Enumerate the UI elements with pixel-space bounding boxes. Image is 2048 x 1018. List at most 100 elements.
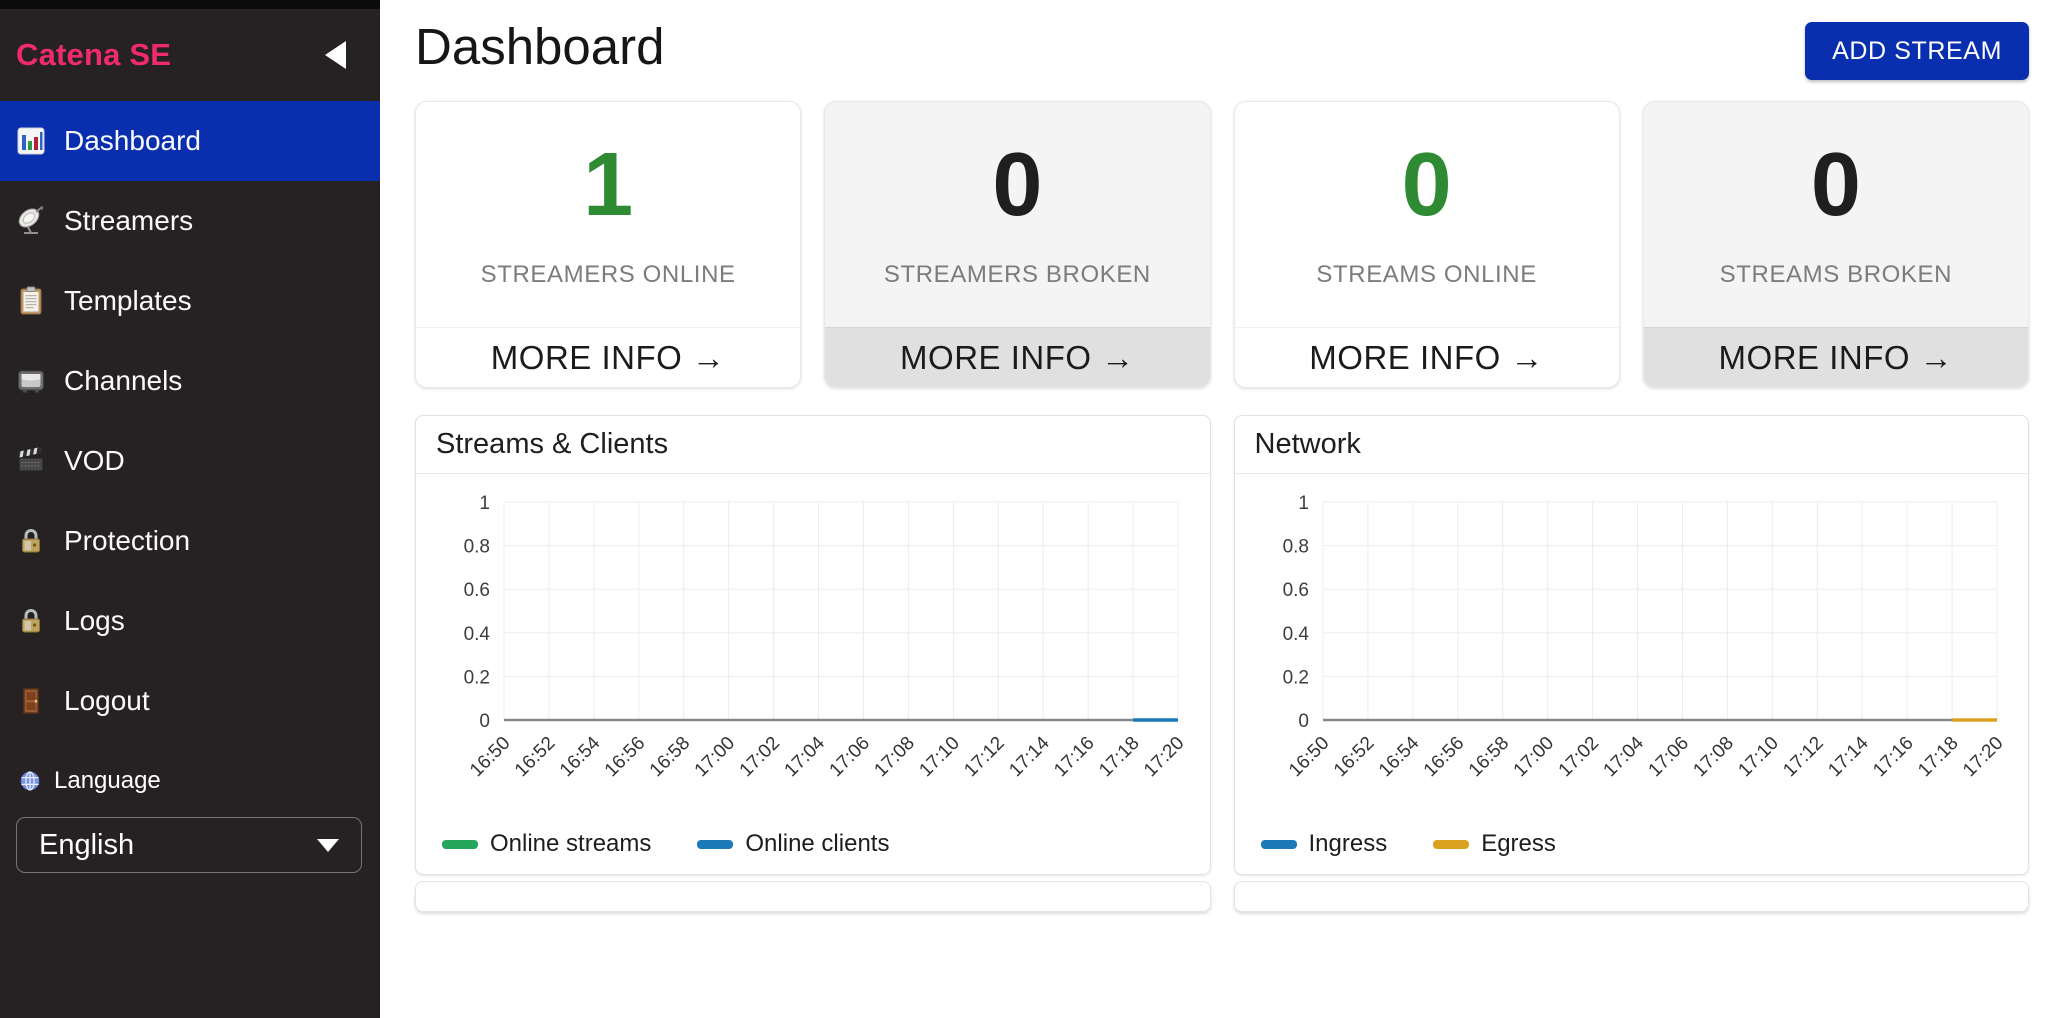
svg-text:16:50: 16:50 <box>1285 733 1333 781</box>
legend-item: Online streams <box>442 830 651 858</box>
clipboard-icon <box>15 285 47 317</box>
svg-text:17:14: 17:14 <box>1005 733 1054 782</box>
svg-text:17:16: 17:16 <box>1050 733 1098 781</box>
stats-row: 1 STREAMERS ONLINE MORE INFO → 0 STREAME… <box>415 101 2029 389</box>
chevron-down-icon <box>317 838 339 852</box>
sidebar-item-label: Dashboard <box>64 125 201 156</box>
sidebar-header: Catena SE <box>0 9 380 101</box>
svg-text:16:50: 16:50 <box>466 733 514 781</box>
satellite-dish-icon <box>15 205 47 237</box>
svg-text:16:56: 16:56 <box>601 733 649 781</box>
clapperboard-icon <box>15 445 47 477</box>
legend-item: Egress <box>1433 830 1556 858</box>
svg-text:16:54: 16:54 <box>556 733 605 782</box>
sidebar-item-logout[interactable]: Logout <box>0 661 380 741</box>
svg-text:17:10: 17:10 <box>915 733 963 781</box>
padlock-icon <box>15 605 47 637</box>
language-label: Language <box>54 767 161 794</box>
more-info-link[interactable]: MORE INFO → <box>825 327 1210 388</box>
svg-text:17:08: 17:08 <box>870 733 918 781</box>
svg-text:17:00: 17:00 <box>691 733 739 781</box>
svg-text:0.8: 0.8 <box>464 537 490 558</box>
svg-text:17:02: 17:02 <box>1554 733 1602 781</box>
svg-text:16:52: 16:52 <box>1329 733 1377 781</box>
sidebar-item-dashboard[interactable]: Dashboard <box>0 101 380 181</box>
collapse-arrow-icon <box>325 41 346 69</box>
svg-text:16:54: 16:54 <box>1374 733 1423 782</box>
more-info-link[interactable]: MORE INFO → <box>1234 327 1619 388</box>
network-line-chart: 16:5016:5216:5416:5616:5817:0017:0217:04… <box>1282 493 2007 782</box>
sidebar-item-logs[interactable]: Logs <box>0 581 380 661</box>
padlock-icon <box>15 525 47 557</box>
panel-footer <box>415 881 1211 913</box>
stat-card-streams-broken: 0 STREAMS BROKEN MORE INFO → <box>1642 101 2029 389</box>
brand-logo: Catena SE <box>16 37 172 72</box>
stat-value: 0 <box>1401 135 1452 236</box>
main-content: Dashboard ADD STREAM 1 STREAMERS ONLINE … <box>380 0 2048 1018</box>
svg-text:16:58: 16:58 <box>1464 733 1512 781</box>
sidebar-item-label: Logs <box>64 605 125 636</box>
sidebar-item-label: Channels <box>64 365 183 396</box>
svg-text:17:10: 17:10 <box>1734 733 1782 781</box>
sidebar: Catena SE Dashboard Streamers Templates <box>0 0 380 1018</box>
svg-text:0.6: 0.6 <box>464 580 490 601</box>
svg-text:17:18: 17:18 <box>1914 733 1962 781</box>
sidebar-item-channels[interactable]: Channels <box>0 341 380 421</box>
stat-card-streams-online: 0 STREAMS ONLINE MORE INFO → <box>1233 101 1620 389</box>
sidebar-item-label: Streamers <box>64 205 194 236</box>
svg-text:17:20: 17:20 <box>1959 733 2007 781</box>
tv-icon <box>15 365 47 397</box>
svg-text:17:02: 17:02 <box>736 733 784 781</box>
language-block: Language English <box>16 767 364 873</box>
charts-row: Streams & Clients 16:50 16:52 16:54 16:56 16… <box>415 415 2029 913</box>
legend-swatch <box>1433 839 1470 849</box>
svg-text:1: 1 <box>1298 493 1309 514</box>
sidebar-item-protection[interactable]: Protection <box>0 501 380 581</box>
legend-swatch <box>697 839 734 849</box>
sidebar-item-label: Protection <box>64 525 191 556</box>
stat-card-streamers-online: 1 STREAMERS ONLINE MORE INFO → <box>415 101 802 389</box>
svg-text:16:56: 16:56 <box>1419 733 1467 781</box>
streams-clients-panel: Streams & Clients 16:50 16:52 16:54 16:56 16… <box>415 415 1211 876</box>
svg-text:0.6: 0.6 <box>1282 580 1308 601</box>
svg-text:16:52: 16:52 <box>511 733 559 781</box>
svg-text:16:58: 16:58 <box>646 733 694 781</box>
language-select[interactable]: English <box>16 817 362 873</box>
svg-text:17:00: 17:00 <box>1509 733 1557 781</box>
sidebar-item-label: VOD <box>64 445 125 476</box>
bar-chart-icon <box>15 125 47 157</box>
add-stream-button[interactable]: ADD STREAM <box>1805 22 2029 80</box>
svg-text:17:06: 17:06 <box>1644 733 1692 781</box>
svg-text:0.8: 0.8 <box>1282 537 1308 558</box>
svg-text:0.2: 0.2 <box>1282 668 1308 689</box>
svg-text:0: 0 <box>1298 711 1309 732</box>
more-info-link[interactable]: MORE INFO → <box>416 327 801 388</box>
stat-label: STREAMERS BROKEN <box>883 260 1151 288</box>
stat-label: STREAMS BROKEN <box>1719 260 1953 288</box>
stat-value: 0 <box>992 135 1043 236</box>
more-info-link[interactable]: MORE INFO → <box>1643 327 2028 388</box>
svg-text:0: 0 <box>479 711 490 732</box>
sidebar-item-label: Templates <box>64 285 192 316</box>
sidebar-item-vod[interactable]: VOD <box>0 421 380 501</box>
globe-icon <box>18 769 42 793</box>
svg-text:17:04: 17:04 <box>781 733 830 782</box>
svg-text:1: 1 <box>479 493 490 514</box>
door-icon <box>15 685 47 717</box>
svg-text:0.2: 0.2 <box>464 668 490 689</box>
legend-item: Online clients <box>697 830 889 858</box>
panel-title: Network <box>1234 416 2028 475</box>
streams-clients-line-chart: 16:5016:5216:5416:5616:5817:0017:0217:04… <box>464 493 1189 782</box>
sidebar-nav: Dashboard Streamers Templates Channels V <box>0 101 380 741</box>
svg-text:17:16: 17:16 <box>1869 733 1917 781</box>
legend-swatch <box>1260 839 1297 849</box>
sidebar-item-templates[interactable]: Templates <box>0 261 380 341</box>
sidebar-collapse-button[interactable] <box>325 41 346 69</box>
sidebar-item-streamers[interactable]: Streamers <box>0 181 380 261</box>
panel-title: Streams & Clients <box>416 416 1210 475</box>
page-title: Dashboard <box>415 18 665 75</box>
stat-label: STREAMERS ONLINE <box>480 260 736 288</box>
svg-text:17:12: 17:12 <box>960 733 1008 781</box>
chart-legend: Online streams Online clients <box>442 830 1196 858</box>
svg-text:17:14: 17:14 <box>1824 733 1873 782</box>
